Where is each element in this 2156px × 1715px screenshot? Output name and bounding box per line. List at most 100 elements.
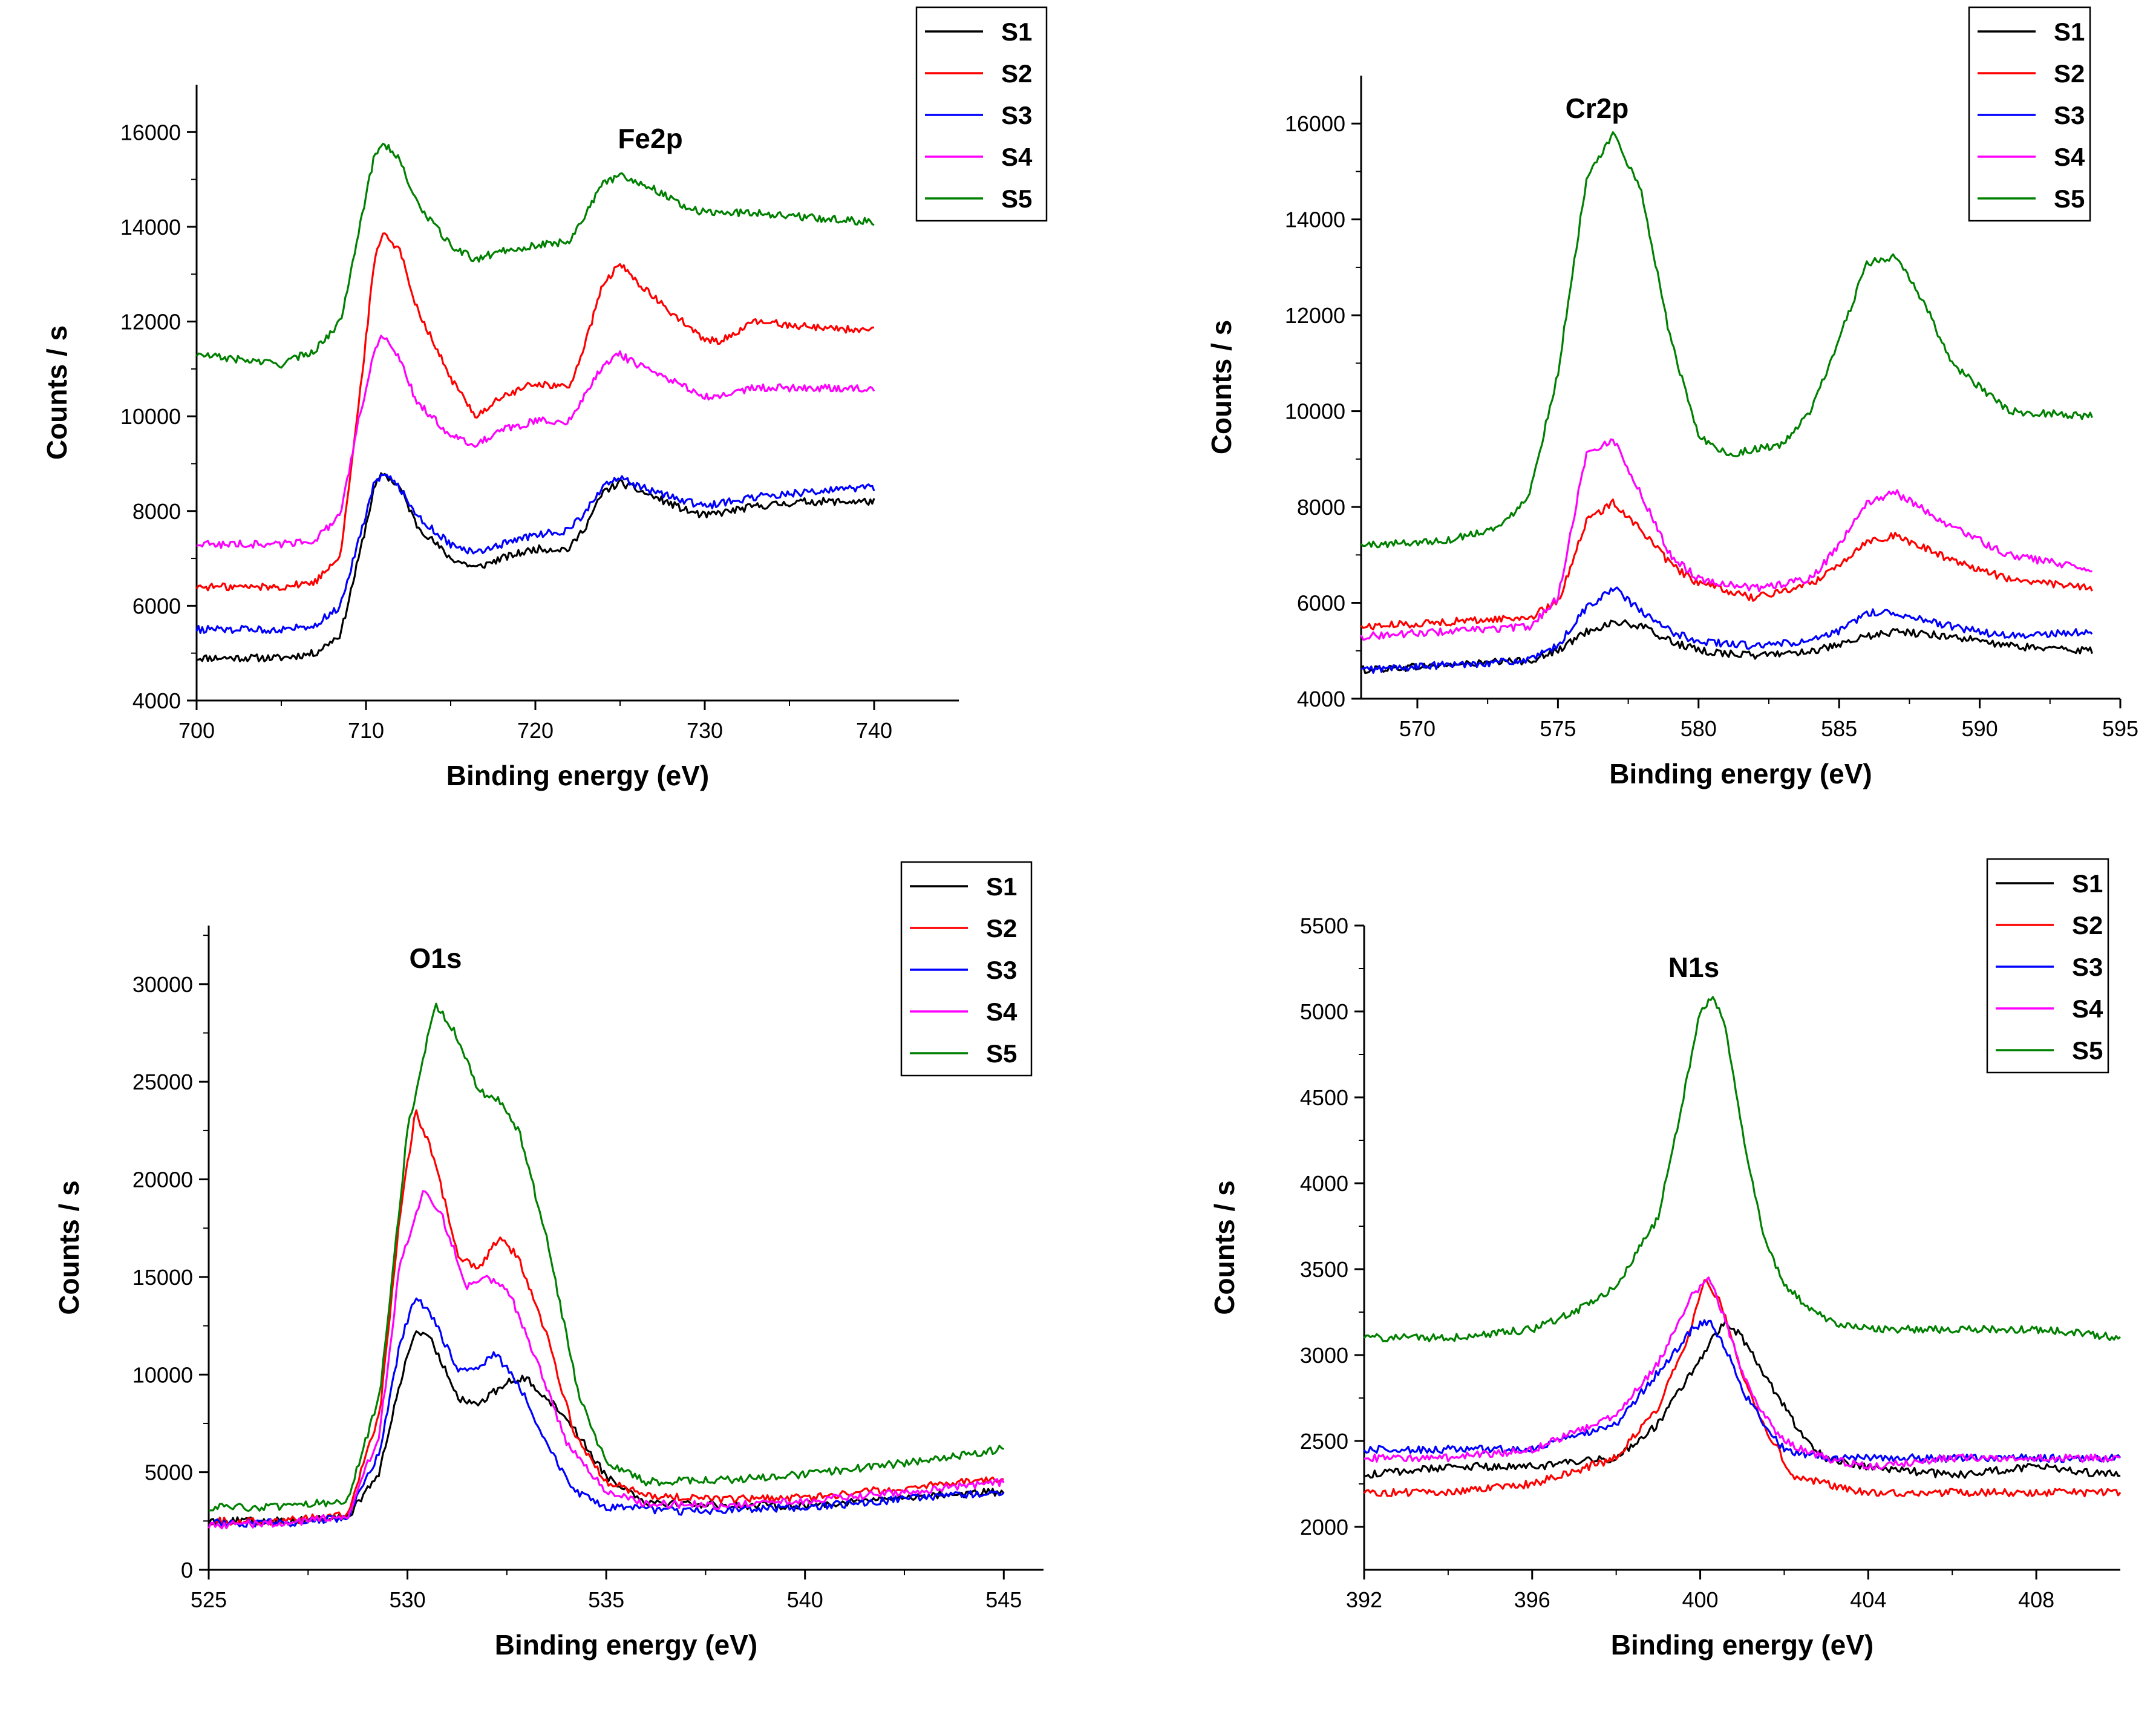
chart-panel-o1s: 525 530 535 540 545 0 5000 10000 15000 20000 25000… bbox=[53, 861, 1044, 1661]
legend-label-s5: S5 bbox=[2054, 185, 2085, 213]
series-line-s4 bbox=[196, 335, 875, 549]
series-line-s5 bbox=[195, 142, 875, 369]
legend-label-s4: S4 bbox=[986, 998, 1018, 1026]
series-line-s5 bbox=[1363, 996, 2122, 1342]
legend-label-s3: S3 bbox=[1001, 101, 1032, 129]
x-tick-label: 392 bbox=[1346, 1587, 1382, 1612]
series-line-s4 bbox=[207, 1190, 1005, 1530]
x-tick-label: 740 bbox=[856, 718, 892, 743]
y-tick-label: 25000 bbox=[132, 1070, 193, 1094]
x-tick-label: 530 bbox=[390, 1587, 426, 1612]
series-line-s5 bbox=[1360, 131, 2093, 549]
legend-label-s4: S4 bbox=[1001, 143, 1033, 171]
legend-label-s5: S5 bbox=[1001, 185, 1032, 213]
series-line-s2 bbox=[1363, 1279, 2122, 1498]
x-tick-label: 404 bbox=[1850, 1587, 1886, 1612]
y-tick-label: 0 bbox=[181, 1558, 193, 1583]
series-line-s5 bbox=[208, 1002, 1005, 1512]
y-tick-label: 20000 bbox=[132, 1168, 193, 1192]
x-tick-label: 585 bbox=[1821, 716, 1857, 741]
y-axis-title: Counts / s bbox=[1209, 1180, 1240, 1315]
x-tick-label: 396 bbox=[1514, 1587, 1550, 1612]
legend-label-s1: S1 bbox=[1001, 18, 1032, 46]
series-line-s4 bbox=[1360, 438, 2092, 641]
legend: S1 S2 S3 S4 S5 bbox=[915, 6, 1048, 222]
legend-label-s2: S2 bbox=[2054, 59, 2085, 88]
peak-annotation: N1s bbox=[1668, 952, 1719, 983]
series-line-s3 bbox=[1363, 1319, 2122, 1463]
legend-label-s3: S3 bbox=[2054, 101, 2085, 129]
series-line-s3 bbox=[195, 473, 875, 634]
x-tick-label: 545 bbox=[985, 1587, 1022, 1612]
y-tick-label: 10000 bbox=[120, 404, 181, 429]
legend: S1 S2 S3 S4 S5 bbox=[900, 861, 1033, 1077]
y-tick-label: 10000 bbox=[1285, 399, 1345, 424]
legend-label-s3: S3 bbox=[986, 956, 1017, 984]
legend-label-s2: S2 bbox=[1001, 59, 1032, 88]
x-tick-label: 570 bbox=[1399, 716, 1436, 741]
y-tick-label: 12000 bbox=[1285, 303, 1345, 328]
chart-panel-cr2p: 570 575 580 585 590 595 4000 6000 8000 10000 12000… bbox=[1206, 6, 2138, 789]
y-axis-title: Counts / s bbox=[41, 325, 73, 460]
legend-label-s1: S1 bbox=[986, 872, 1017, 901]
y-tick-label: 16000 bbox=[1285, 111, 1345, 136]
y-tick-label: 14000 bbox=[1285, 207, 1345, 232]
y-axis-title: Counts / s bbox=[1206, 320, 1237, 454]
series-line-s3 bbox=[1361, 586, 2093, 674]
chart-panel-n1s: 392 396 400 404 408 2000 2500 3000 3500 4000 4500 5… bbox=[1209, 858, 2122, 1661]
x-tick-label: 408 bbox=[2018, 1587, 2054, 1612]
x-axis-title: Binding energy (eV) bbox=[1609, 758, 1872, 789]
x-tick-label: 720 bbox=[517, 718, 554, 743]
y-tick-label: 16000 bbox=[120, 120, 181, 145]
legend-label-s5: S5 bbox=[986, 1039, 1017, 1068]
y-tick-label: 5500 bbox=[1300, 913, 1348, 938]
x-tick-label: 595 bbox=[2102, 716, 2138, 741]
y-tick-label: 4500 bbox=[1300, 1085, 1348, 1110]
y-tick-label: 5000 bbox=[1300, 999, 1348, 1024]
x-tick-label: 535 bbox=[588, 1587, 624, 1612]
legend: S1 S2 S3 S4 S5 bbox=[1986, 858, 2109, 1074]
x-tick-label: 400 bbox=[1682, 1587, 1719, 1612]
series-line-s3 bbox=[207, 1297, 1005, 1528]
y-tick-label: 15000 bbox=[132, 1265, 193, 1290]
y-tick-label: 2000 bbox=[1300, 1515, 1348, 1540]
y-tick-label: 2500 bbox=[1300, 1429, 1348, 1454]
x-tick-label: 575 bbox=[1540, 716, 1576, 741]
legend-label-s1: S1 bbox=[2072, 869, 2103, 898]
legend-label-s2: S2 bbox=[986, 914, 1017, 942]
x-tick-label: 525 bbox=[191, 1587, 227, 1612]
series-lines bbox=[195, 142, 875, 662]
y-axis-title: Counts / s bbox=[53, 1180, 85, 1315]
y-tick-label: 14000 bbox=[120, 215, 181, 240]
y-tick-label: 10000 bbox=[132, 1362, 193, 1387]
legend-label-s4: S4 bbox=[2072, 995, 2103, 1023]
y-tick-label: 8000 bbox=[1297, 495, 1345, 520]
y-tick-label: 6000 bbox=[132, 593, 181, 618]
y-tick-label: 8000 bbox=[132, 499, 181, 524]
legend-label-s4: S4 bbox=[2054, 143, 2085, 171]
x-tick-label: 540 bbox=[787, 1587, 823, 1612]
series-line-s1 bbox=[196, 472, 875, 662]
peak-annotation: O1s bbox=[410, 942, 462, 974]
x-tick-label: 700 bbox=[178, 718, 215, 743]
x-tick-label: 580 bbox=[1681, 716, 1717, 741]
legend-label-s2: S2 bbox=[2072, 911, 2103, 939]
y-tick-label: 6000 bbox=[1297, 591, 1345, 616]
y-tick-label: 4000 bbox=[132, 688, 181, 713]
legend-label-s1: S1 bbox=[2054, 18, 2085, 46]
y-tick-label: 30000 bbox=[132, 972, 193, 997]
series-line-s2 bbox=[1360, 498, 2093, 630]
x-tick-label: 590 bbox=[1962, 716, 1998, 741]
y-tick-label: 4000 bbox=[1297, 687, 1345, 711]
y-tick-label: 3500 bbox=[1300, 1257, 1348, 1282]
peak-annotation: Fe2p bbox=[618, 123, 682, 154]
legend-label-s3: S3 bbox=[2072, 953, 2103, 981]
x-axis-title: Binding energy (eV) bbox=[495, 1629, 757, 1661]
peak-annotation: Cr2p bbox=[1566, 93, 1629, 124]
legend: S1 S2 S3 S4 S5 bbox=[1968, 6, 2091, 222]
y-tick-label: 5000 bbox=[145, 1460, 193, 1485]
x-tick-label: 710 bbox=[348, 718, 384, 743]
x-tick-label: 730 bbox=[687, 718, 723, 743]
legend-label-s5: S5 bbox=[2072, 1036, 2103, 1065]
